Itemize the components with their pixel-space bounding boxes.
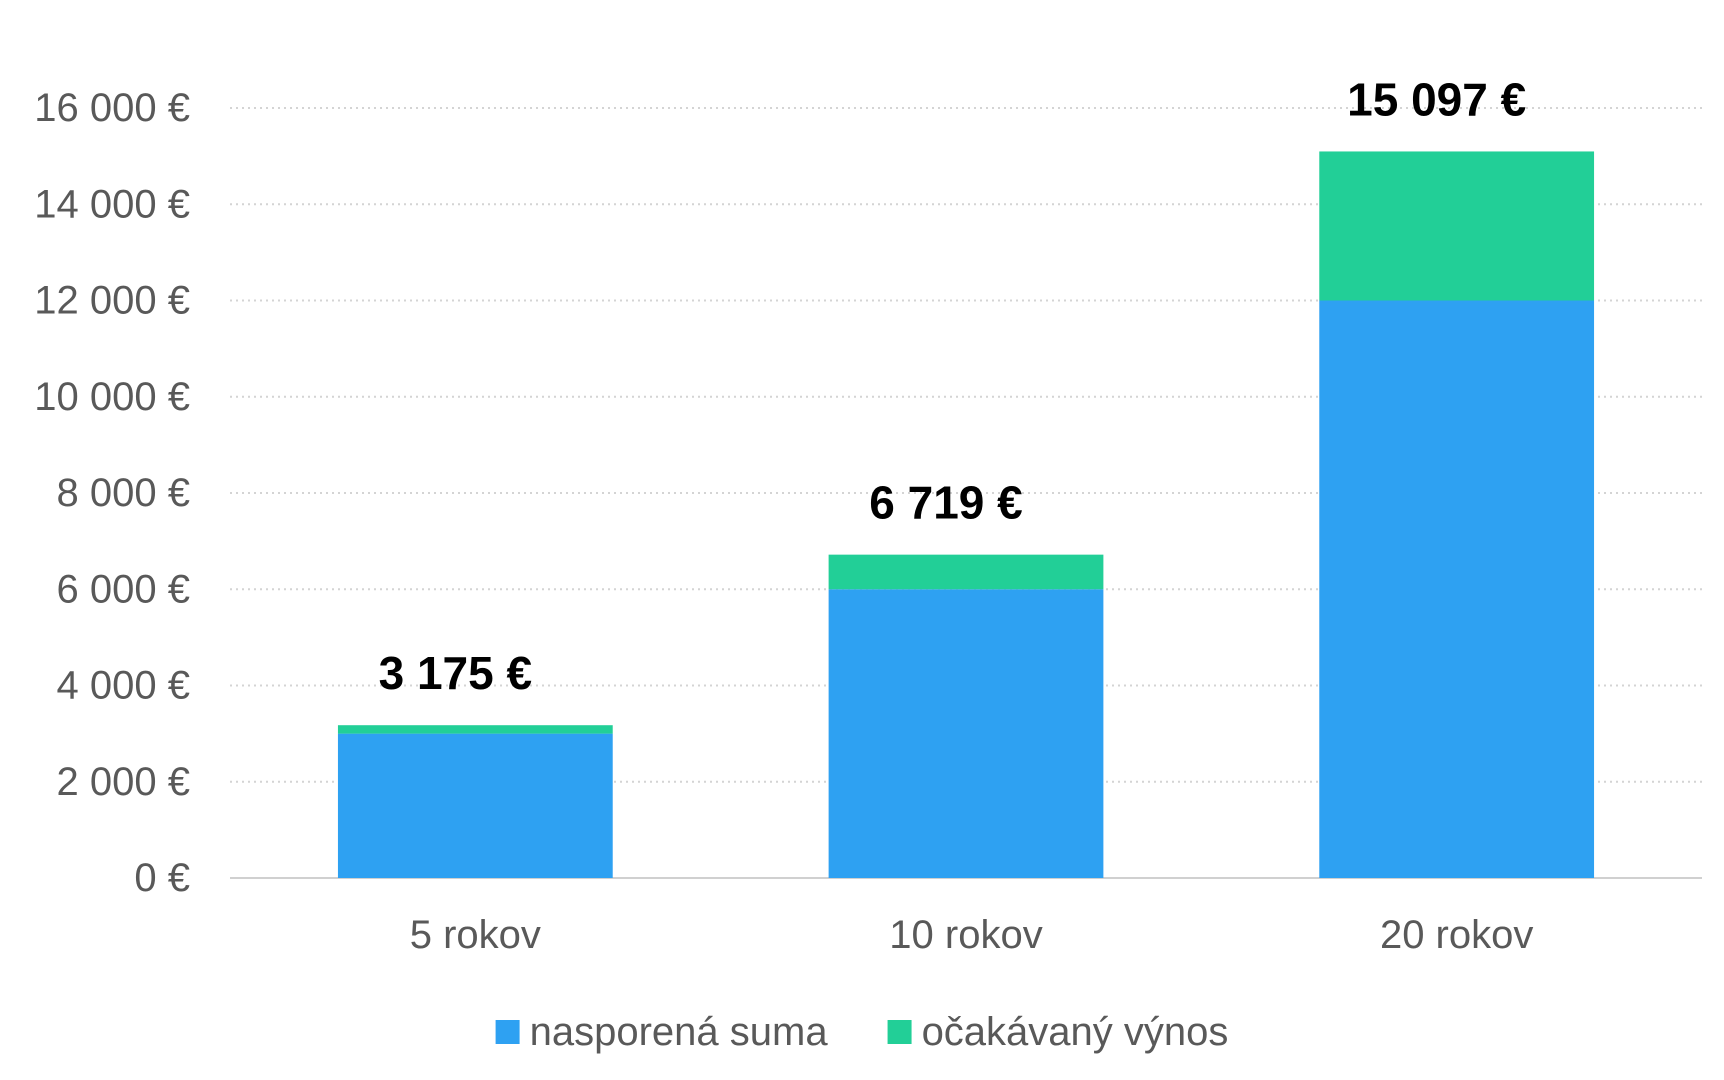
legend-swatch [887,1020,912,1044]
y-tick-label: 0 € [134,856,190,900]
y-tick-label: 12 000 € [34,279,190,323]
y-tick-label: 8 000 € [57,471,190,515]
y-tick-label: 10 000 € [34,375,190,419]
data-labels: 3 175 € 6 719 € 15 097 € [379,73,1527,699]
bar-saved-amount [828,589,1104,878]
x-category-label: 10 rokov [889,913,1042,957]
legend-label: nasporená suma [530,1010,829,1054]
y-tick-label: 2 000 € [57,760,190,804]
y-tick-label: 14 000 € [34,182,190,226]
legend-item-expected-yield: očakávaný výnos [887,1010,1229,1054]
legend-item-saved-amount: nasporená suma [495,1010,829,1054]
total-value-label: 15 097 € [1347,73,1526,125]
y-tick-label: 6 000 € [57,567,190,611]
y-tick-label: 16 000 € [34,86,190,130]
legend-swatch [495,1020,520,1044]
bar-expected-yield [828,554,1104,590]
bar-expected-yield [337,725,613,734]
legend-label: očakávaný výnos [922,1010,1229,1054]
total-value-label: 3 175 € [379,647,532,699]
bar-saved-amount [337,733,613,878]
legend: nasporená suma očakávaný výnos [495,1010,1229,1054]
y-tick-label: 4 000 € [57,664,190,708]
bars [337,151,1595,878]
x-category-label: 5 rokov [410,913,541,957]
total-value-label: 6 719 € [869,477,1022,529]
y-axis: 0 € 2 000 € 4 000 € 6 000 € 8 000 € 10 000 € 1… [34,86,190,900]
bar-saved-amount [1319,300,1595,878]
x-axis: 5 rokov 10 rokov 20 rokov [410,913,1534,957]
bar-expected-yield [1319,151,1595,301]
x-category-label: 20 rokov [1380,913,1533,957]
